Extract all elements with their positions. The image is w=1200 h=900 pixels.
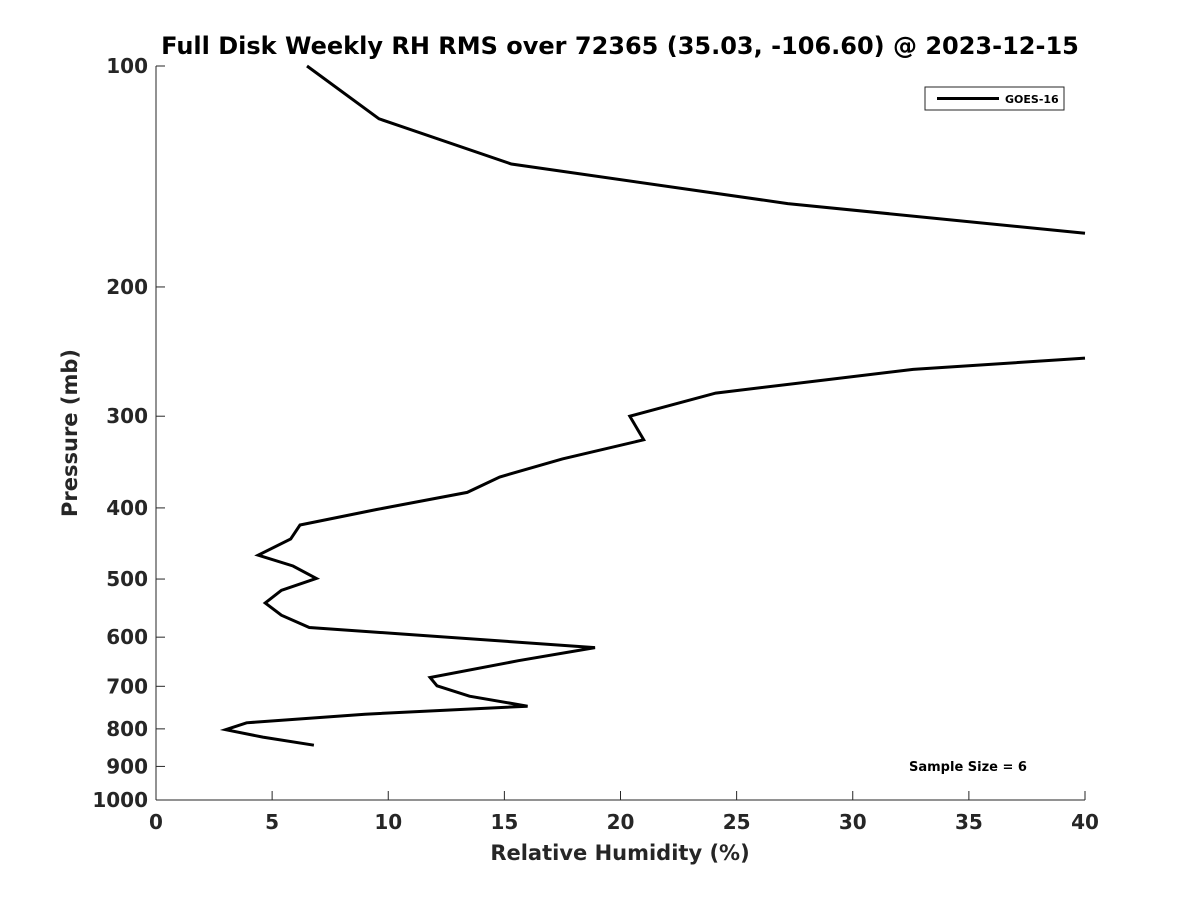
y-tick-label: 200 [106, 275, 148, 299]
chart-title: Full Disk Weekly RH RMS over 72365 (35.0… [161, 32, 1079, 60]
series-line-segment-1 [306, 64, 1086, 235]
series-layer [219, 64, 1086, 747]
x-tick-label: 30 [839, 810, 867, 834]
x-tick-label: 15 [490, 810, 518, 834]
x-axis-label: Relative Humidity (%) [490, 841, 749, 865]
x-tick-label: 20 [607, 810, 635, 834]
y-tick-label: 400 [106, 496, 148, 520]
sample-size-annotation: Sample Size = 6 [909, 760, 1027, 775]
axes: 0 5 10 15 20 25 30 35 40 100 200 300 400 500 600 700 800… [92, 54, 1099, 834]
y-axis-label: Pressure (mb) [58, 349, 82, 517]
x-tick-label: 40 [1071, 810, 1099, 834]
y-tick-label: 1000 [92, 788, 148, 812]
y-tick-label: 700 [106, 674, 148, 698]
x-tick-label: 25 [723, 810, 751, 834]
y-tick-label: 800 [106, 717, 148, 741]
x-tick-label: 10 [374, 810, 402, 834]
y-tick-label: 300 [106, 404, 148, 428]
x-tick-label: 0 [149, 810, 163, 834]
x-tick-label: 35 [955, 810, 983, 834]
y-tick-label: 100 [106, 54, 148, 78]
y-tick-label: 600 [106, 625, 148, 649]
legend-label: GOES-16 [1005, 93, 1059, 106]
y-tick-label: 500 [106, 567, 148, 591]
x-tick-label: 5 [265, 810, 279, 834]
series-line-segment-2 [219, 356, 1086, 747]
legend: GOES-16 [924, 86, 1065, 111]
y-tick-label: 900 [106, 754, 148, 778]
